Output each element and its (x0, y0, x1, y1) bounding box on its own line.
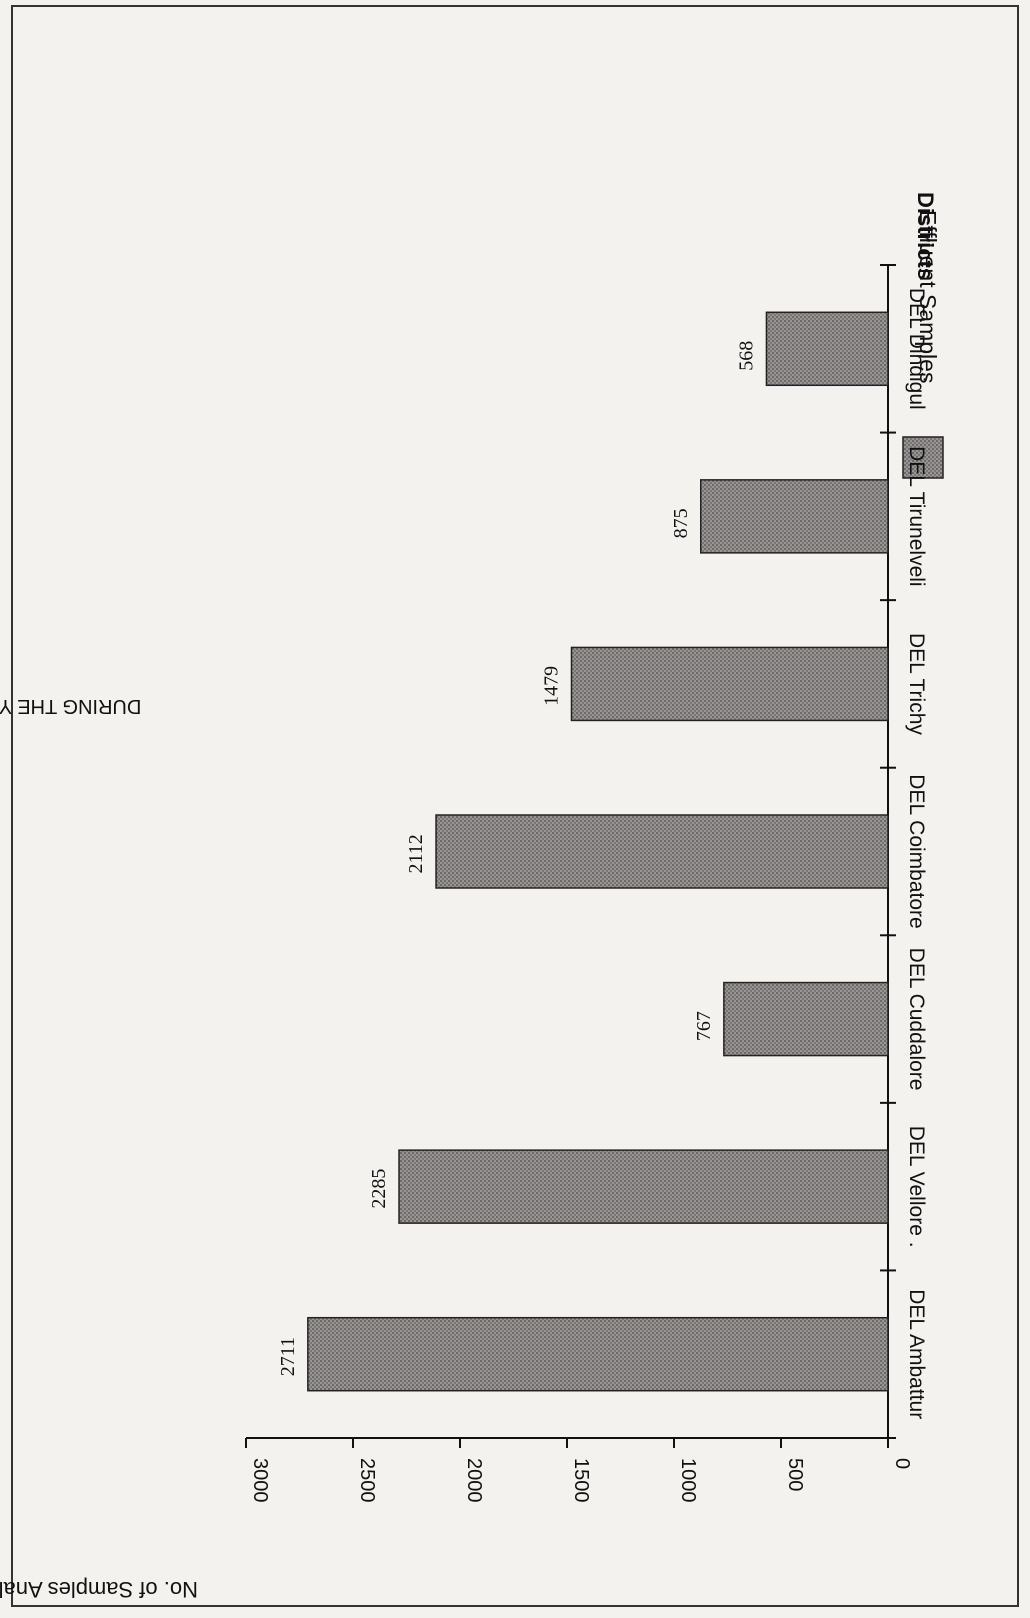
bar-value-label: 1479 (540, 666, 562, 706)
x-axis-title: Districts (913, 192, 938, 280)
chart-title: DURING THE YEAR 1998-99 (0, 695, 141, 717)
category-label: DEL Cuddalore (905, 948, 928, 1091)
bar-del-dindigul (765, 311, 889, 387)
category-label: DEL Tirunelveli (905, 446, 928, 586)
bar-del-ambattur (307, 1316, 889, 1392)
legend: Effluent Samples (902, 210, 944, 479)
bar-value-label: 2112 (405, 834, 427, 873)
category-label: DEL Dindigul (905, 288, 928, 410)
bar-del-vellore (398, 1149, 889, 1224)
category-label: DEL Vellore . (905, 1126, 928, 1248)
value-tick-label: 1500 (570, 1458, 592, 1503)
bar-del-coimbatore (435, 814, 889, 889)
legend-label-effluent: Effluent Samples (915, 210, 941, 383)
bar-value-label: 2285 (368, 1169, 390, 1209)
value-tick-label: 2000 (463, 1458, 485, 1503)
bar-del-tirunelveli (700, 479, 889, 554)
bar-value-label: 568 (735, 341, 757, 371)
y-axis-title: No. of Samples Analysed (0, 1577, 198, 1602)
bar-value-label: 875 (670, 508, 692, 538)
legend-swatch-effluent (902, 436, 944, 479)
value-tick-label: 3000 (249, 1458, 271, 1503)
category-label: DEL Coimbatore (905, 774, 928, 928)
category-label: DEL Ambattur (905, 1289, 928, 1419)
value-tick-label: 0 (891, 1458, 913, 1469)
category-label: DEL Trichy (905, 633, 928, 735)
plot-area: 0 500 1000 1500 2000 2500 3000 2711 DEL Ambattur… (245, 264, 928, 1503)
value-tick-label: 2500 (356, 1458, 378, 1503)
value-tick-label: 1000 (677, 1458, 699, 1503)
bar-del-cuddalore (723, 981, 889, 1057)
bar-value-label: 2711 (277, 1337, 299, 1376)
value-tick-label: 500 (784, 1458, 806, 1491)
bar-del-trichy (570, 646, 889, 722)
page-frame (11, 5, 1019, 1607)
bar-value-label: 767 (693, 1011, 715, 1041)
